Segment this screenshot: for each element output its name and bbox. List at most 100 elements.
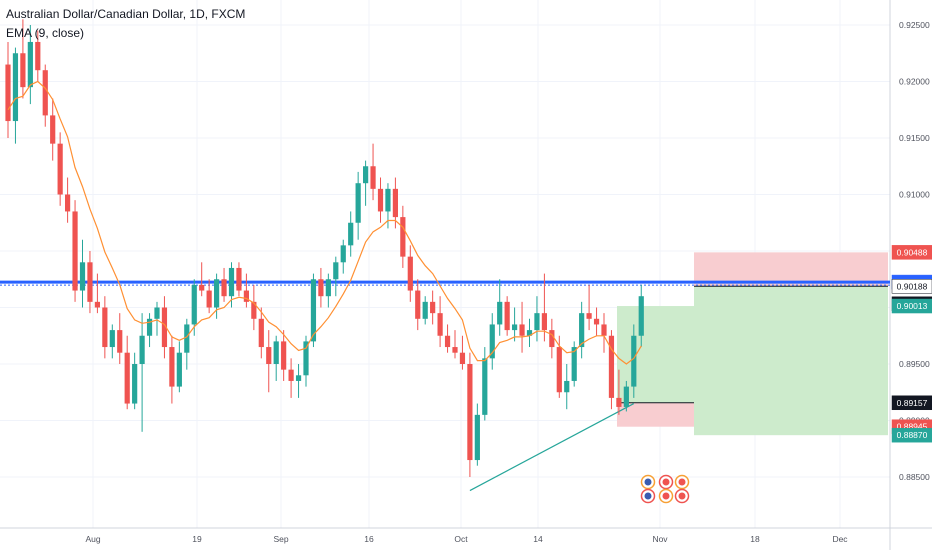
candle-down: [65, 194, 71, 212]
candle-up: [79, 262, 86, 291]
time-tick-label: Nov: [652, 534, 668, 544]
candle-up: [534, 313, 540, 331]
price-label: 0.88870: [897, 430, 928, 440]
candle-down: [161, 307, 168, 348]
candle-up: [512, 324, 518, 331]
candle-down: [243, 290, 249, 302]
candle-up: [303, 341, 309, 376]
price-tick-label: 0.91000: [899, 190, 930, 200]
candle-up: [363, 166, 369, 184]
candle-up: [340, 245, 346, 263]
price-tick-label: 0.92000: [899, 77, 930, 87]
candle-up: [139, 335, 145, 364]
candle-up: [497, 301, 503, 325]
candle-down: [400, 217, 406, 257]
time-tick-label: 16: [364, 534, 374, 544]
indicator-label: EMA (9, close): [6, 26, 85, 40]
candle-down: [444, 335, 451, 348]
price-label-bg: [891, 427, 932, 443]
price-tick-label: 0.88500: [899, 472, 930, 482]
candle-up: [146, 318, 153, 336]
price-label-bg: [891, 245, 932, 260]
candle-down: [392, 188, 398, 218]
candle-up: [385, 188, 391, 212]
candle-down: [20, 53, 26, 88]
candle-up: [109, 330, 115, 348]
candle-down: [169, 347, 175, 387]
trendline: [469, 403, 635, 492]
candle-up: [325, 279, 331, 297]
candle-up: [564, 380, 570, 393]
candle-down: [318, 279, 324, 297]
candle-down: [236, 267, 242, 291]
candle-down: [370, 166, 376, 189]
flag-icon: [644, 478, 652, 486]
candle-down: [601, 324, 607, 336]
candle-down: [72, 211, 78, 291]
time-tick-label: Dec: [832, 534, 848, 544]
candle-down: [35, 41, 41, 71]
candle-down: [42, 70, 48, 116]
flag-icon: [662, 478, 670, 486]
price-label-bg: [891, 279, 932, 294]
candle-down: [608, 335, 615, 398]
ema-line: [7, 80, 642, 365]
candle-down: [616, 397, 622, 407]
price-label-bg: [891, 298, 932, 314]
candle-down: [593, 318, 600, 325]
candle-down: [519, 324, 525, 336]
candle-down: [124, 352, 130, 404]
candle-up: [132, 364, 138, 404]
take-profit-zone-2: [617, 306, 694, 403]
time-tick-label: Oct: [454, 534, 468, 544]
candle-up: [638, 296, 644, 336]
candle-up: [191, 284, 197, 325]
candle-up: [12, 53, 19, 122]
flag-icon: [644, 492, 652, 500]
candle-down: [467, 364, 473, 461]
candle-up: [310, 279, 317, 342]
chart-title: Australian Dollar/Canadian Dollar, 1D, F…: [6, 7, 246, 21]
price-label: 0.89157: [897, 398, 928, 408]
candle-up: [295, 375, 302, 381]
price-tick-label: 0.89500: [899, 359, 930, 369]
candle-down: [556, 347, 562, 393]
candle-down: [251, 301, 257, 319]
candle-down: [415, 290, 421, 319]
flag-icon: [662, 492, 670, 500]
candle-up: [355, 183, 361, 223]
candle-up: [228, 267, 235, 297]
candle-up: [489, 324, 495, 359]
candle-down: [586, 313, 592, 319]
time-tick-label: 19: [192, 534, 202, 544]
candle-down: [206, 290, 212, 308]
price-label: 0.90013: [897, 301, 928, 311]
candle-down: [221, 279, 227, 297]
candle-down: [459, 352, 466, 364]
candle-down: [504, 301, 510, 331]
candle-up: [579, 313, 585, 348]
candle-up: [154, 307, 160, 319]
price-label: 0.88945: [897, 422, 928, 432]
flag-icon: [678, 478, 686, 486]
candle-down: [541, 313, 547, 331]
candle-down: [407, 256, 413, 291]
candle-up: [422, 301, 428, 319]
candle-up: [623, 386, 629, 407]
candle-up: [27, 41, 33, 88]
candle-down: [87, 262, 93, 302]
flag-icon: [678, 492, 686, 500]
candle-up: [176, 352, 182, 387]
candle-up: [631, 335, 637, 387]
price-label: 0.90188: [897, 281, 928, 291]
candle-up: [214, 279, 220, 308]
price-tick-label: 0.91500: [899, 133, 930, 143]
candle-down: [437, 313, 443, 336]
candle-up: [571, 347, 577, 381]
candle-down: [430, 301, 436, 314]
time-tick-label: 18: [750, 534, 760, 544]
candle-up: [482, 358, 488, 415]
take-profit-zone: [694, 286, 888, 436]
candle-down: [377, 188, 384, 212]
